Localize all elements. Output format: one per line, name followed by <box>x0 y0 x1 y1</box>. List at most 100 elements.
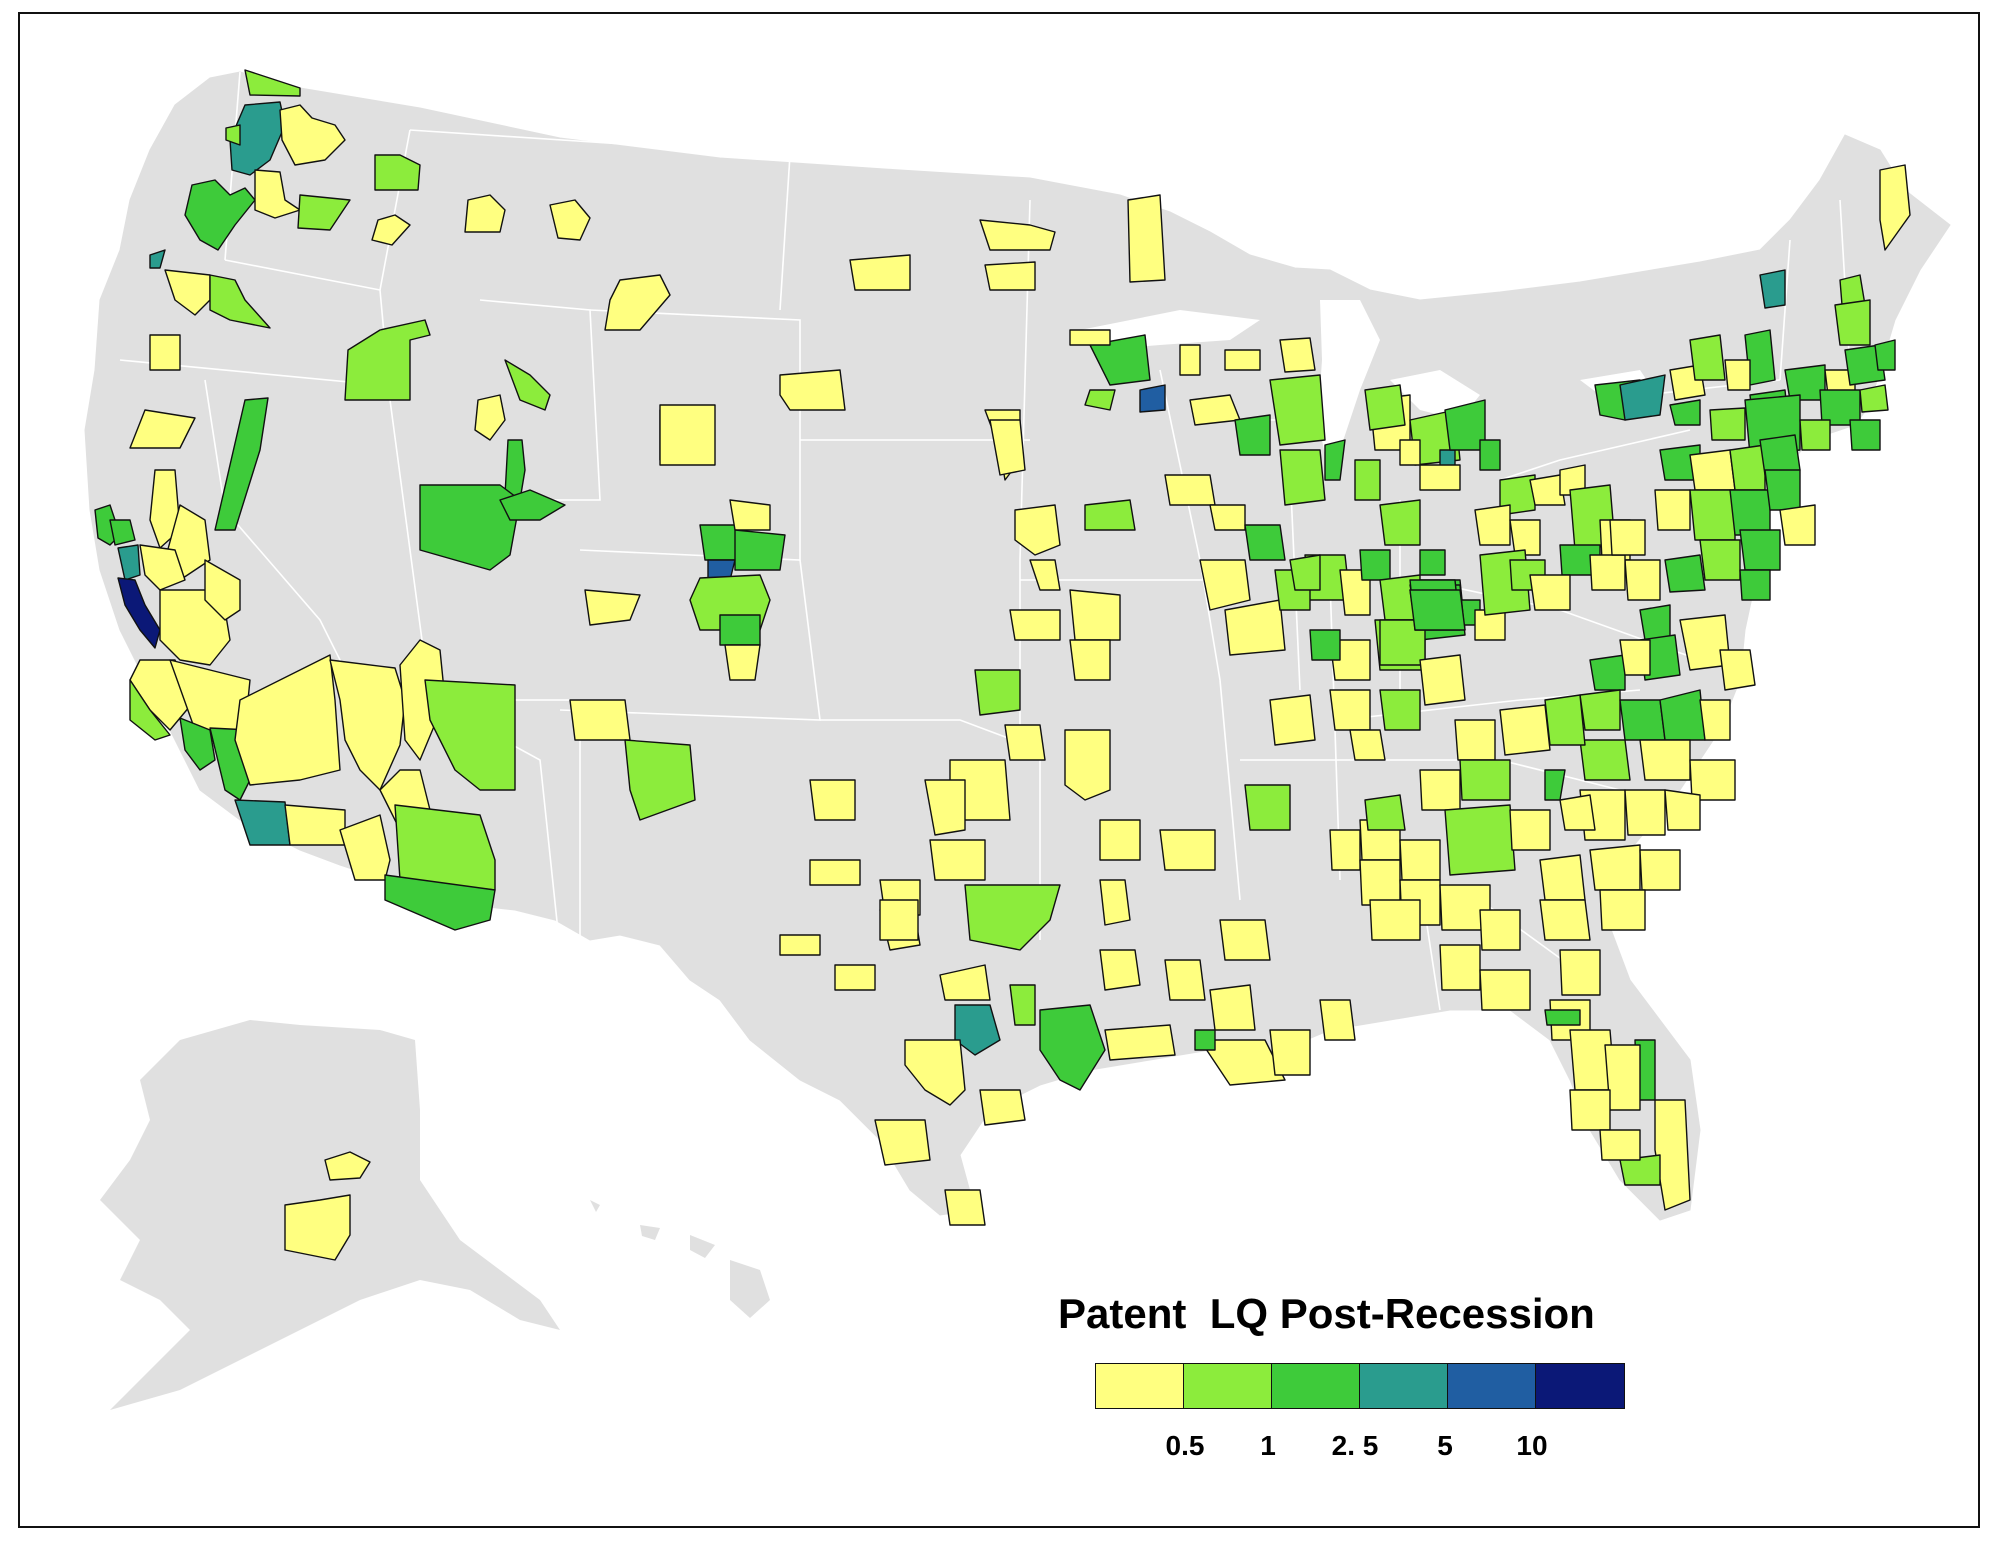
metro-region <box>1844 344 1886 386</box>
metro-region <box>1639 739 1691 781</box>
metro-region <box>1799 419 1831 451</box>
metro-region <box>984 261 1036 291</box>
metro-region <box>1729 489 1771 536</box>
metro-region <box>1419 549 1446 576</box>
metro-region <box>989 419 1026 476</box>
legend-swatch <box>1184 1364 1272 1408</box>
metro-region <box>1689 449 1736 491</box>
metro-region <box>1004 724 1046 761</box>
metro-region <box>954 1004 1001 1056</box>
metro-region <box>1319 999 1356 1041</box>
metro-region <box>974 669 1021 716</box>
metro-region <box>929 839 986 881</box>
metro-region <box>1099 819 1141 861</box>
metro-region <box>1349 729 1386 761</box>
legend-tick-label: 1 <box>1260 1430 1276 1461</box>
metro-region <box>699 524 741 561</box>
metro-region <box>1874 339 1896 371</box>
metro-region <box>1544 694 1586 746</box>
metro-region <box>1619 699 1666 741</box>
metro-region <box>1699 539 1741 581</box>
metro-region <box>371 214 411 246</box>
metro-region <box>1419 464 1461 491</box>
legend-tick-label: 2. 5 <box>1331 1430 1379 1461</box>
metro-region <box>1859 384 1889 413</box>
metro-region <box>944 1189 986 1226</box>
metro-region <box>979 1089 1026 1126</box>
metro-region <box>1529 474 1566 506</box>
metro-region <box>964 884 1061 951</box>
metro-region <box>849 254 911 291</box>
metro-region <box>1654 489 1691 531</box>
metro-region <box>1529 574 1571 611</box>
metro-region <box>1289 554 1321 591</box>
metro-region <box>1244 524 1286 561</box>
metro-region <box>1639 849 1681 891</box>
metro-region <box>139 544 186 591</box>
metro-region <box>1759 434 1801 476</box>
metro-region <box>164 269 211 316</box>
metro-region <box>1459 759 1511 801</box>
legend-swatch <box>1448 1364 1536 1408</box>
metro-region <box>129 679 171 741</box>
metro-region <box>1719 649 1756 691</box>
metro-region <box>1609 519 1646 556</box>
metro-region <box>324 1151 371 1181</box>
metro-region <box>1499 704 1551 756</box>
metro-region <box>1069 329 1111 346</box>
metro-region <box>1589 844 1641 891</box>
metro-region <box>604 274 671 331</box>
metro-region <box>229 101 286 176</box>
metro-region <box>939 964 991 1001</box>
metro-region <box>724 644 761 681</box>
metro-region <box>1619 1154 1661 1186</box>
metro-region <box>904 1039 966 1106</box>
metro-region <box>1209 504 1246 531</box>
metro-region <box>1199 1039 1286 1086</box>
metro-region <box>1224 349 1261 371</box>
metro-region <box>1219 919 1271 961</box>
metro-region <box>1839 274 1866 306</box>
metro-region <box>1244 784 1291 831</box>
metro-region <box>1194 1029 1216 1051</box>
metro-region <box>1454 719 1496 761</box>
metro-region <box>1329 689 1371 731</box>
metro-region <box>1369 899 1421 941</box>
metro-region <box>1039 1004 1106 1091</box>
metro-region <box>1739 529 1781 571</box>
metro-region <box>1029 559 1061 591</box>
metro-region <box>979 219 1056 251</box>
metro-region <box>344 319 431 401</box>
metro-region <box>1559 794 1596 831</box>
metro-region <box>1699 699 1731 741</box>
metro-region <box>1359 859 1401 906</box>
metro-region <box>1269 374 1326 446</box>
metro-region <box>1579 739 1631 781</box>
metro-region <box>1599 889 1646 931</box>
metro-region <box>234 799 291 846</box>
metro-region <box>1479 969 1531 1011</box>
legend-swatch <box>1536 1364 1624 1408</box>
legend-title: Patent LQ Post-Recession <box>1058 1290 1595 1337</box>
metro-region <box>1689 489 1736 541</box>
metro-region <box>1104 1024 1176 1061</box>
metro-region <box>1279 337 1316 373</box>
metro-region <box>1199 559 1251 611</box>
metro-region <box>1619 639 1651 676</box>
metro-region <box>1624 789 1666 836</box>
metro-region <box>1409 589 1466 631</box>
metro-region <box>1224 599 1286 656</box>
metro-region <box>1834 299 1871 346</box>
metro-region <box>1729 444 1766 491</box>
metro-region <box>184 179 256 251</box>
metro-region <box>1619 374 1666 421</box>
metro-region <box>297 194 351 231</box>
metro-region <box>339 814 391 881</box>
metro-region <box>1139 384 1166 413</box>
great-lakes <box>1080 300 1650 470</box>
metro-region <box>1709 407 1746 441</box>
metro-region <box>1539 899 1591 941</box>
metro-region <box>874 1119 931 1166</box>
metro-region <box>1329 829 1361 871</box>
